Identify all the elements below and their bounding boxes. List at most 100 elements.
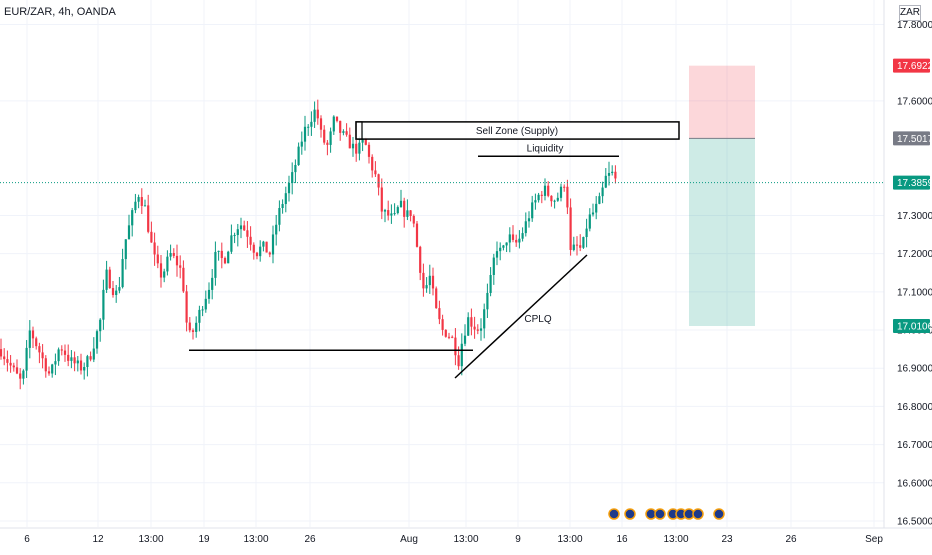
currency-label[interactable]: ZAR: [899, 5, 921, 21]
candle-body: [476, 329, 479, 331]
candle-body: [188, 322, 191, 331]
candle-body: [236, 229, 239, 236]
price-tick-label: 17.80000: [897, 20, 932, 31]
price-tick-label: 16.50000: [897, 517, 932, 528]
event-icon[interactable]: [692, 508, 704, 520]
candle-body: [499, 247, 502, 252]
candle-body: [527, 218, 531, 222]
candle-body: [575, 244, 579, 246]
candle-body: [393, 213, 396, 215]
candle-body: [486, 292, 489, 310]
candle-body: [483, 309, 486, 329]
price-tick-label: 16.80000: [897, 402, 932, 413]
candle-body: [508, 234, 511, 243]
short-position-tool[interactable]: [689, 65, 755, 326]
candle-body: [252, 244, 255, 253]
candle-body: [265, 241, 268, 253]
candle-body: [390, 213, 393, 216]
time-tick-label: 13:00: [557, 534, 582, 545]
stop-loss-zone: [689, 65, 755, 139]
candle-body: [598, 196, 601, 204]
candle-body: [201, 309, 204, 311]
candle-body: [582, 237, 585, 248]
time-tick-label: 6: [24, 534, 30, 545]
price-axis[interactable]: 17.80000 17.60000 17.30000 17.20000 17.10000…: [883, 0, 932, 528]
event-icon[interactable]: [713, 508, 725, 520]
candle-body: [585, 228, 588, 238]
candle-body: [566, 186, 569, 208]
candle-body: [25, 347, 28, 371]
candle-body: [489, 274, 492, 293]
candle-body: [249, 236, 252, 245]
price-tick-label: 16.70000: [897, 440, 932, 451]
candle-body: [159, 263, 163, 278]
candle-body: [6, 359, 9, 363]
time-tick-label: 13:00: [663, 534, 688, 545]
candle-body: [275, 224, 278, 235]
candle-body: [563, 186, 566, 188]
candle-body: [422, 272, 425, 289]
candle-body: [70, 357, 73, 361]
time-tick-label: 26: [304, 534, 316, 545]
candle-body: [207, 289, 211, 299]
candle-body: [73, 357, 76, 364]
candle-body: [92, 348, 95, 360]
candle-body: [406, 210, 409, 217]
price-tick-label: 17.30000: [897, 211, 932, 222]
candle-body: [342, 131, 345, 133]
candle-body: [495, 251, 499, 258]
candle-body: [12, 365, 15, 368]
candle-body: [383, 210, 387, 212]
candle-body: [435, 288, 438, 309]
event-icon[interactable]: [654, 508, 666, 520]
drawings[interactable]: Sell Zone (Supply) Liquidity CPLQ: [0, 121, 884, 379]
candle-body: [147, 205, 150, 232]
candle-body: [99, 319, 102, 332]
candle-body: [332, 116, 335, 132]
candle-body: [505, 242, 508, 246]
candle-body: [262, 241, 265, 247]
candle-body: [15, 367, 19, 374]
event-icon[interactable]: [608, 508, 620, 520]
price-label-text: 17.38592: [897, 178, 932, 189]
candle-body: [300, 141, 303, 147]
candle-body: [371, 156, 374, 171]
candle-body: [118, 287, 121, 291]
candle-body: [127, 225, 131, 240]
candle-body: [572, 244, 575, 250]
candle-body: [140, 197, 143, 206]
candle-body: [335, 116, 339, 121]
candle-body: [463, 335, 467, 344]
candle-body: [444, 329, 447, 337]
event-icon[interactable]: [624, 508, 636, 520]
candle-body: [143, 205, 147, 207]
candle-body: [550, 195, 553, 202]
candle-body: [214, 251, 217, 278]
candle-body: [515, 239, 518, 243]
time-axis[interactable]: 6 12 13:00 19 13:00 26 Aug 13:00 9 13:00 16 13:00 23…: [0, 527, 932, 545]
candle-body: [28, 330, 31, 348]
candle-body: [415, 223, 419, 247]
candle-body: [492, 257, 495, 275]
time-tick-label: Aug: [400, 534, 418, 545]
candle-body: [364, 138, 367, 145]
price-tick-label: 17.60000: [897, 96, 932, 107]
candle-body: [326, 142, 329, 145]
time-tick-label: 9: [515, 534, 521, 545]
candle-body: [367, 144, 371, 157]
candle-body: [169, 253, 172, 257]
candle-body: [531, 202, 534, 219]
candle-body: [438, 308, 441, 320]
candle-body: [86, 356, 89, 368]
candle-body: [588, 214, 591, 229]
price-label-text: 17.50172: [897, 134, 932, 145]
candle-body: [441, 319, 444, 330]
candle-body: [361, 138, 364, 143]
symbol-title: EUR/ZAR, 4h, OANDA: [4, 6, 116, 18]
event-markers[interactable]: [608, 508, 725, 520]
candle-body: [220, 250, 223, 259]
candle-body: [604, 175, 607, 188]
